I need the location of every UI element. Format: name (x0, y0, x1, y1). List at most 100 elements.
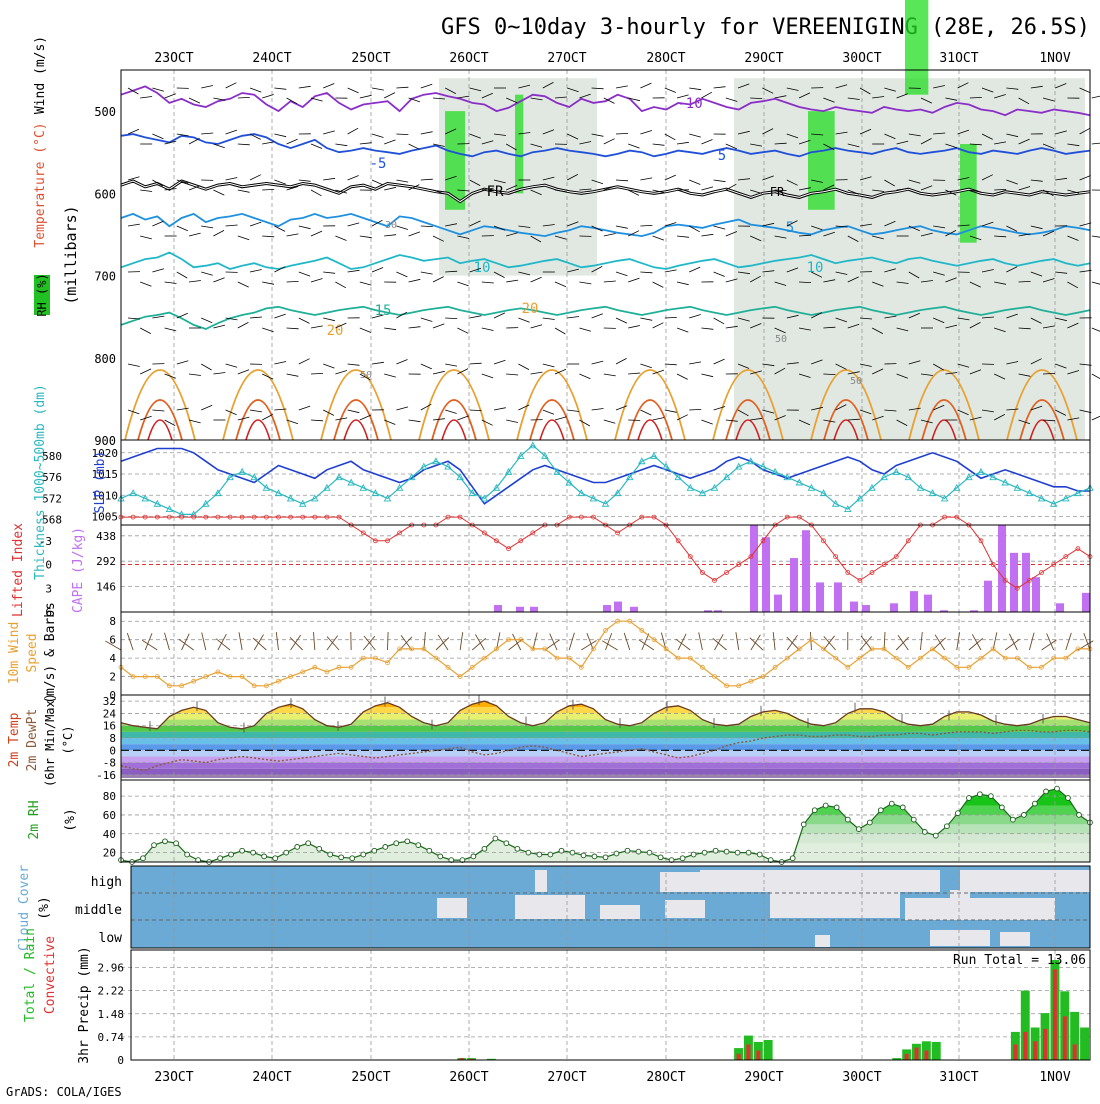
rh-marker (163, 839, 168, 844)
wind-barb (433, 371, 445, 374)
precip-tick-label: 0.74 (98, 1031, 125, 1044)
wind-barb-10m (460, 632, 463, 650)
wind-barb (701, 234, 713, 236)
wind-barb (189, 281, 201, 283)
cape-bar (530, 607, 538, 612)
cloud-clear-low (1000, 932, 1030, 946)
rh-high-region (808, 111, 835, 210)
wind-barb (421, 404, 432, 410)
isotherm-label: -5 (370, 156, 387, 172)
cape-bar (494, 605, 502, 612)
rh-marker (372, 848, 377, 853)
wind-barb (201, 272, 213, 275)
wind-barb (360, 236, 372, 238)
wind-tick-label: 8 (109, 615, 116, 628)
cape-bar (762, 537, 770, 612)
wind-barb (592, 314, 603, 318)
wind-barb (128, 177, 140, 180)
temp-color-band (121, 775, 1090, 778)
rh-marker (845, 817, 850, 822)
isotherm-warm-curve (540, 420, 564, 440)
cape-bar (834, 582, 842, 612)
rh-marker (967, 796, 972, 801)
wind-barb (335, 371, 347, 375)
chart-title: GFS 0~10day 3-hourly for VEREENIGING (28… (441, 15, 1090, 40)
wind-barb (701, 420, 712, 424)
wind-barb (128, 224, 140, 226)
wind-barb (372, 268, 383, 273)
wind-barb (604, 139, 615, 144)
wind-barb (299, 86, 311, 88)
wind-barb (213, 230, 224, 236)
rh-tick-label: 60 (103, 809, 116, 822)
cape-bar (1056, 603, 1064, 612)
rh-marker (989, 794, 994, 799)
wind-barb-10m (276, 632, 278, 650)
wind-barb-10m (736, 632, 739, 650)
rh-marker (493, 836, 498, 841)
wind-barb (640, 225, 652, 226)
rh-marker (273, 856, 278, 861)
wind-barb-10m (202, 633, 206, 651)
wind-barb-10m (624, 633, 630, 650)
wind-barb (348, 128, 359, 134)
cape-bar (850, 602, 858, 612)
rh-marker (471, 854, 476, 859)
rh-marker (1055, 786, 1060, 791)
wind-barb (177, 313, 188, 318)
rh-marker (240, 848, 245, 853)
rh-marker (515, 846, 520, 851)
wind-barb (689, 362, 701, 364)
wind-frame (121, 612, 1090, 695)
rh-axis-label: 2m RH (27, 800, 42, 839)
wind-barb (360, 415, 371, 420)
wind-barb (640, 272, 652, 273)
wind-barb (1092, 374, 1100, 380)
wind-barb (640, 83, 651, 88)
wind-barb (238, 236, 249, 240)
cape-bar (998, 525, 1006, 612)
wind-barb-10m (699, 632, 703, 650)
wind-barb (421, 84, 432, 88)
wind-barb (213, 278, 224, 282)
temp-color-band (121, 720, 1090, 726)
precip-tick-label: 2.96 (98, 962, 125, 975)
wind-barb (1092, 282, 1100, 285)
cape-bar (984, 581, 992, 612)
precip-convective-bar (1043, 1029, 1047, 1060)
wind-barb (323, 318, 335, 321)
wind-barb (213, 98, 225, 100)
thickness-line (121, 445, 1090, 514)
wind-barb (262, 95, 274, 99)
wind-barb (165, 328, 177, 331)
wind-barb-10m (218, 634, 227, 650)
isotherm-label: 5 (718, 148, 726, 164)
rh-marker (856, 827, 861, 832)
wind-barb (396, 134, 408, 135)
isotherm-label: FR (487, 184, 504, 200)
wind-barb (506, 420, 518, 423)
wind-barb-10m (1066, 633, 1072, 650)
wind-axis-label-1: 10m Wind (7, 622, 22, 685)
wind-barb-10m (639, 640, 654, 650)
cape-bar (750, 525, 758, 612)
wind-barb (677, 282, 689, 285)
wind-barb (323, 364, 334, 368)
wind-barb (616, 133, 628, 134)
cape-bar (774, 595, 782, 612)
legend-temperature: Temperature (°C) (33, 122, 48, 247)
thickness-label-group: Thickness 1000~500mb (dm) (33, 384, 48, 580)
date-label-bottom: 1NOV (1039, 1070, 1070, 1085)
rh-marker (339, 855, 344, 860)
isotherm-label: 10 (474, 260, 491, 276)
rh-marker (438, 854, 443, 859)
wind-axis-label-2: Speed (25, 633, 40, 672)
wind-barb (457, 416, 468, 420)
wind-barb (384, 235, 396, 236)
rh-color-band (740, 824, 1090, 833)
rh-marker (956, 811, 961, 816)
wind-barb-10m (165, 633, 170, 650)
rh-marker (141, 856, 146, 861)
wind-barb (201, 86, 213, 89)
precip-total-bar (1080, 1028, 1089, 1061)
